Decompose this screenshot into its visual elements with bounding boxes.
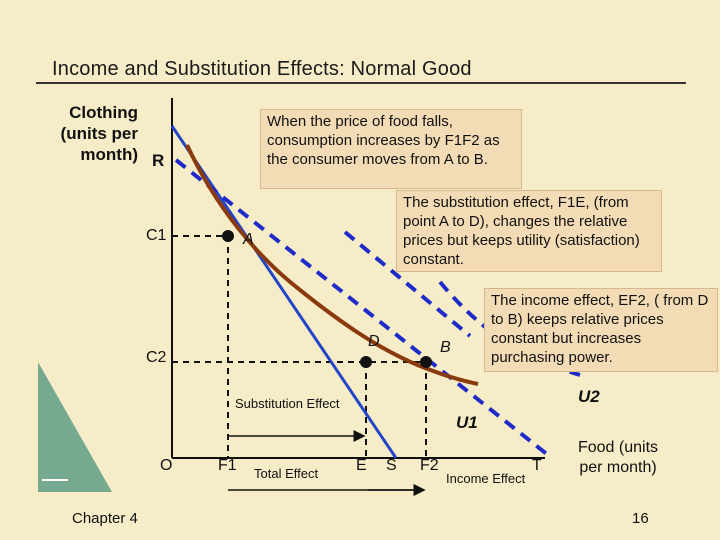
price-fall-note: When the price of food falls, consumptio… [260,109,522,189]
decorative-triangle [38,362,112,492]
label-s: S [386,457,397,474]
point-b [420,356,432,368]
income-effect-note: The income effect, EF2, ( from D to B) k… [484,288,718,372]
point-a [222,230,234,242]
label-r: R [152,151,164,170]
label-f2: F2 [420,457,439,474]
label-origin: O [160,457,172,474]
label-b: B [440,339,451,356]
label-f1: F1 [218,457,237,474]
title-divider [36,82,686,84]
substitution-effect-note-text: The substitution effect, F1E, (from poin… [403,194,640,268]
label-c1: C1 [146,227,167,244]
parallel-budget-line [343,230,472,338]
page-number: 16 [632,510,649,527]
label-u2: U2 [578,387,600,406]
x-axis-label: Food (units per month) [577,439,659,476]
label-t: T [532,457,542,474]
label-e: E [356,457,367,474]
label-c2: C2 [146,349,167,366]
budget-line-rs [170,125,398,459]
substitution-effect-label: Substitution Effect [235,396,340,411]
indifference-curve-u1 [185,144,479,386]
point-d [360,356,372,368]
label-u1: U1 [456,413,478,432]
income-effect-label: Income Effect [446,471,526,486]
label-d: D [368,333,380,350]
income-effect-note-text: The income effect, EF2, ( from D to B) k… [491,292,709,366]
substitution-effect-label-text: Substitution Effect [235,396,340,411]
y-axis-label: Clothing (units per month) [60,103,138,164]
price-fall-note-text: When the price of food falls, consumptio… [267,113,500,168]
total-effect-label: Total Effect [254,466,318,481]
label-a: A [242,231,254,248]
slide-title: Income and Substitution Effects: Normal … [52,58,472,80]
substitution-effect-note: The substitution effect, F1E, (from poin… [396,190,662,272]
chapter-label: Chapter 4 [72,510,138,527]
